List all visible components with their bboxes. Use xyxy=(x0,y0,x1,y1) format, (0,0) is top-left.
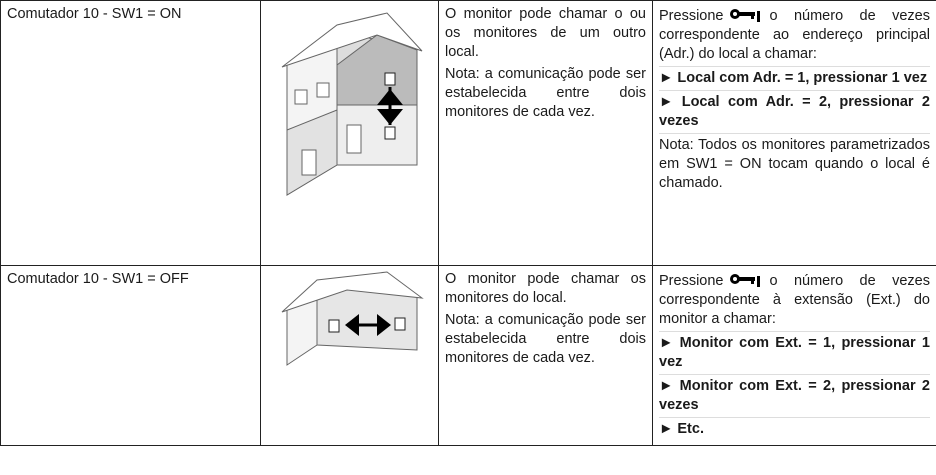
instruction-item: ► Local com Adr. = 1, pressionar 1 vez xyxy=(659,67,930,91)
instruction-item-text: ► Monitor com Ext. = 1, pressionar 1 vez xyxy=(659,335,930,370)
description-text: O monitor pode chamar o ou os monitores … xyxy=(445,6,646,60)
description-cell: O monitor pode chamar os monitores do lo… xyxy=(438,265,653,446)
key-icon xyxy=(730,274,761,287)
instruction-item-text: ► Local com Adr. = 1, pressionar 1 vez xyxy=(659,70,928,86)
description-text: O monitor pode chamar os monitores do lo… xyxy=(445,271,646,306)
instruction-start: Pressione xyxy=(659,8,724,24)
instruction-text: Pressione o número de vezes correspondent… xyxy=(659,5,930,67)
description-note: Nota: a comunicação pode ser estabelecid… xyxy=(445,66,646,120)
instruction-item-text: ► Local com Adr. = 2, pressionar 2 vezes xyxy=(659,94,930,129)
illustration-cell xyxy=(260,0,439,266)
switch-label: Comutador 10 - SW1 = OFF xyxy=(7,271,189,287)
switch-cell: Comutador 10 - SW1 = ON xyxy=(0,0,261,266)
instruction-item: ► Local com Adr. = 2, pressionar 2 vezes xyxy=(659,91,930,134)
instruction-item-text: ► Monitor com Ext. = 2, pressionar 2 vez… xyxy=(659,378,930,413)
switch-cell: Comutador 10 - SW1 = OFF xyxy=(0,265,261,446)
instructions-cell: Pressione o número de vezes correspondent… xyxy=(652,265,936,446)
instruction-start: Pressione xyxy=(659,273,724,289)
switch-label: Comutador 10 - SW1 = ON xyxy=(7,6,182,22)
description-note: Nota: a comunicação pode ser estabelecid… xyxy=(445,312,646,366)
settings-table: Comutador 10 - SW1 = ON O monitor pode c… xyxy=(0,0,936,446)
instruction-text: Pressione o número de vezes correspondent… xyxy=(659,270,930,332)
illustration-cell xyxy=(260,265,439,446)
description-cell: O monitor pode chamar o ou os monitores … xyxy=(438,0,653,266)
house-single-floor-icon xyxy=(281,271,424,366)
instruction-item: ► Monitor com Ext. = 1, pressionar 1 vez xyxy=(659,332,930,375)
instruction-item: ► Etc. xyxy=(659,418,930,441)
instruction-item-text: ► Etc. xyxy=(659,421,704,437)
instructions-cell: Pressione o número de vezes correspondent… xyxy=(652,0,936,266)
instruction-item: ► Monitor com Ext. = 2, pressionar 2 vez… xyxy=(659,375,930,418)
instruction-rest: o número de vezes correspondente à exten… xyxy=(659,273,930,327)
house-two-floor-icon xyxy=(281,12,423,196)
key-icon xyxy=(730,9,761,22)
instruction-rest: o número de vezes correspondente ao ende… xyxy=(659,8,930,62)
table-row: Comutador 10 - SW1 = ON O monitor pode c… xyxy=(0,0,936,266)
table-row: Comutador 10 - SW1 = OFF O monitor pode … xyxy=(0,265,936,446)
instruction-note: Nota: Todos os monitores parametrizados … xyxy=(659,137,930,191)
